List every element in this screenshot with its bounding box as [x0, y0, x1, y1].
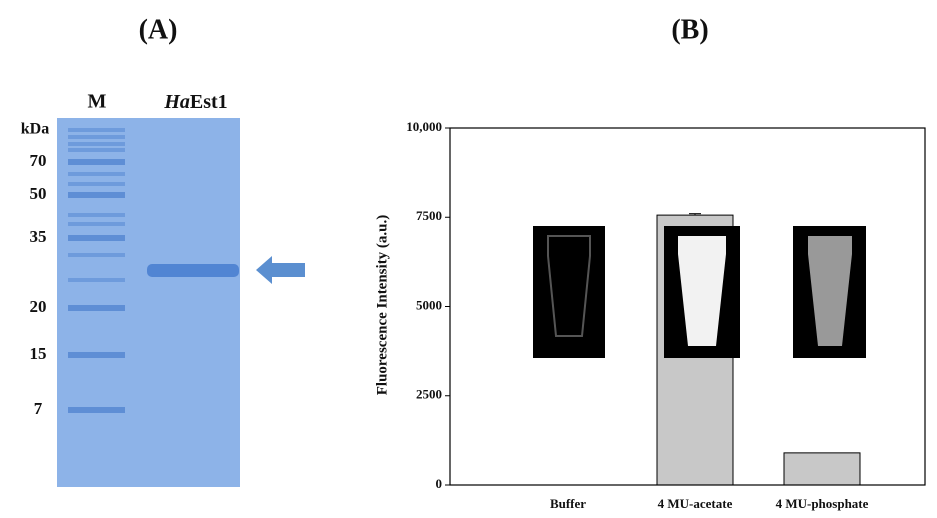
marker-band: [68, 222, 125, 226]
x-tick-label: 4 MU-acetate: [658, 496, 733, 511]
panel-label: (B): [671, 14, 708, 45]
marker-band: [68, 172, 125, 176]
marker-band: [68, 407, 125, 413]
y-tick-label: 0: [436, 476, 443, 491]
x-tick-label: Buffer: [550, 496, 586, 511]
lane-label: HaEst1: [163, 91, 227, 113]
marker-band: [68, 159, 125, 165]
y-tick-label: 2500: [416, 387, 442, 402]
marker-label: 50: [30, 184, 47, 203]
panel-label: (A): [139, 14, 178, 45]
arrow: [256, 256, 305, 284]
lane-label-part: Est1: [190, 91, 228, 113]
tube-inset: [533, 226, 866, 358]
y-tick-label: 5000: [416, 297, 442, 312]
marker-band: [68, 182, 125, 186]
x-tick-label: 4 MU-phosphate: [776, 496, 869, 511]
marker-band: [68, 142, 125, 146]
y-tick-label: 10,000: [406, 119, 442, 134]
marker-band: [68, 148, 125, 152]
marker-band: [68, 128, 125, 132]
marker-band: [68, 235, 125, 241]
marker-label: 35: [30, 227, 47, 246]
gel-image: [57, 118, 240, 487]
y-tick-label: 7500: [416, 208, 442, 223]
marker-band: [68, 213, 125, 217]
marker-label: 7: [34, 399, 43, 418]
marker-band: [68, 352, 125, 358]
marker-label: 15: [30, 344, 47, 363]
marker-band: [68, 278, 125, 282]
marker-band: [68, 192, 125, 198]
lane-label: M: [88, 91, 107, 113]
y-axis-label: Fluorescence Intensity (a.u.): [374, 215, 390, 396]
unit-label: kDa: [21, 121, 49, 138]
marker-band: [68, 305, 125, 311]
marker-band: [68, 135, 125, 139]
bar: [783, 452, 861, 486]
lane-label-part: Ha: [163, 91, 190, 113]
marker-label: 70: [30, 151, 47, 170]
sample-band: [147, 264, 239, 277]
marker-label: 20: [30, 297, 47, 316]
marker-band: [68, 253, 125, 257]
